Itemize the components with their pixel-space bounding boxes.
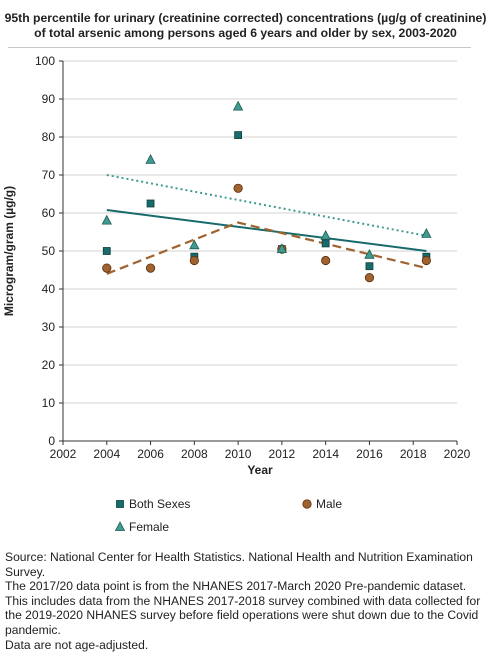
point-both-sexes-3 — [234, 131, 243, 140]
chart-canvas: 0 10 20 30 40 50 60 70 80 90 100 2002 2004 2006 2008 20… — [2, 54, 471, 534]
trend-line-female — [106, 174, 427, 237]
x-tick-label-2008: 2008 — [181, 447, 208, 461]
source-line-1: Source: National Center for Health Stati… — [5, 550, 473, 579]
point-male-7 — [421, 255, 431, 266]
point-both-sexes-0 — [102, 247, 111, 255]
y-tick-label-0: 0 — [48, 434, 55, 448]
x-tick-label-2012: 2012 — [269, 447, 296, 461]
x-tick-label-2002: 2002 — [50, 447, 77, 461]
x-tick-label-2020: 2020 — [444, 447, 471, 461]
y-tick-label-80: 80 — [42, 130, 56, 144]
legend-marker-female — [114, 521, 126, 531]
legend-marker-both-sexes — [116, 500, 124, 508]
chart-title: 95th percentile for urinary (creatinine … — [4, 11, 487, 40]
point-male-1 — [145, 263, 156, 273]
point-male-2 — [189, 255, 199, 266]
y-tick-label-90: 90 — [42, 92, 56, 106]
point-male-3 — [233, 183, 243, 193]
x-axis-label: Year — [247, 463, 273, 477]
point-male-5 — [321, 255, 331, 266]
point-female-2 — [189, 239, 200, 250]
point-female-7 — [421, 228, 432, 238]
point-female-6 — [364, 248, 375, 259]
legend-marker-male — [302, 499, 312, 509]
point-female-4 — [276, 243, 288, 254]
x-tick-label-2016: 2016 — [356, 447, 383, 461]
point-male-0 — [102, 263, 112, 273]
point-male-6 — [364, 272, 375, 283]
point-both-sexes-5 — [321, 239, 330, 248]
source-line-3: Data are not age-adjusted. — [5, 637, 149, 652]
legend-label-both-sexes: Both Sexes — [129, 497, 190, 511]
point-female-5 — [320, 229, 331, 240]
x-tick-label-2018: 2018 — [400, 447, 427, 461]
trend-line-male — [106, 221, 427, 275]
source-line-2: The 2017/20 data point is from the NHANE… — [5, 579, 481, 637]
y-tick-label-60: 60 — [42, 206, 56, 220]
y-tick-label-30: 30 — [42, 320, 56, 334]
x-tick-label-2014: 2014 — [312, 447, 339, 461]
point-both-sexes-1 — [146, 199, 155, 208]
point-both-sexes-6 — [365, 262, 374, 271]
y-tick-label-50: 50 — [42, 244, 56, 258]
title-divider — [8, 47, 471, 48]
y-tick-label-100: 100 — [35, 54, 55, 68]
y-tick-label-70: 70 — [42, 168, 56, 182]
y-tick-label-20: 20 — [42, 358, 56, 372]
x-tick-label-2010: 2010 — [225, 447, 252, 461]
legend-label-male: Male — [316, 497, 342, 511]
source-notes: Source: National Center for Health Stati… — [5, 550, 489, 652]
x-tick-label-2006: 2006 — [137, 447, 164, 461]
point-female-3 — [232, 100, 244, 111]
point-female-0 — [101, 214, 112, 225]
y-tick-label-40: 40 — [42, 282, 56, 296]
legend-label-female: Female — [129, 520, 169, 534]
y-tick-label-10: 10 — [42, 396, 56, 410]
x-tick-label-2004: 2004 — [93, 447, 120, 461]
y-axis-label: Microgram/gram (µg/g) — [2, 186, 16, 316]
point-female-1 — [145, 153, 156, 164]
